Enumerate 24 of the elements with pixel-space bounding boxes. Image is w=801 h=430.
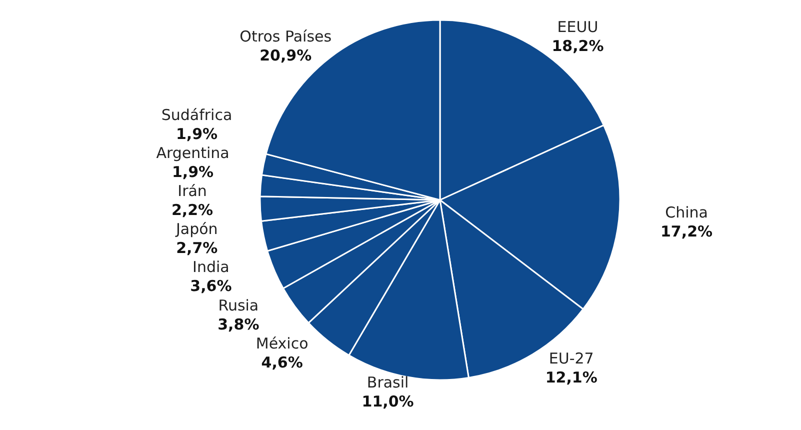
data-label: 17,2% bbox=[660, 222, 713, 241]
data-label: 2,7% bbox=[176, 238, 218, 257]
data-label: 12,1% bbox=[545, 368, 598, 386]
slice-label: Irán bbox=[178, 182, 207, 200]
slice-label: EU-27 bbox=[548, 349, 594, 368]
data-label: 4,6% bbox=[261, 353, 303, 372]
slice-label: Japón bbox=[174, 220, 218, 238]
data-label: 18,2% bbox=[552, 36, 604, 55]
slice-label: Otros Países bbox=[240, 27, 332, 46]
data-label: 20,9% bbox=[260, 46, 312, 64]
data-label: 1,9% bbox=[176, 124, 218, 143]
slice-label: Sudáfrica bbox=[161, 106, 232, 124]
data-label: 3,6% bbox=[190, 276, 232, 295]
data-label: 3,8% bbox=[218, 315, 260, 334]
slice-label: Brasil bbox=[366, 374, 409, 392]
slice-label: India bbox=[192, 258, 230, 276]
data-label: 2,2% bbox=[171, 200, 214, 219]
slice-label: China bbox=[665, 204, 708, 222]
slice-label: Argentina bbox=[156, 144, 230, 162]
slice-label: México bbox=[256, 334, 308, 352]
data-label: 1,9% bbox=[172, 162, 214, 181]
slice-label: EEUU bbox=[557, 18, 598, 36]
data-label: 11,0% bbox=[362, 392, 414, 411]
slice-label: Rusia bbox=[218, 296, 259, 314]
